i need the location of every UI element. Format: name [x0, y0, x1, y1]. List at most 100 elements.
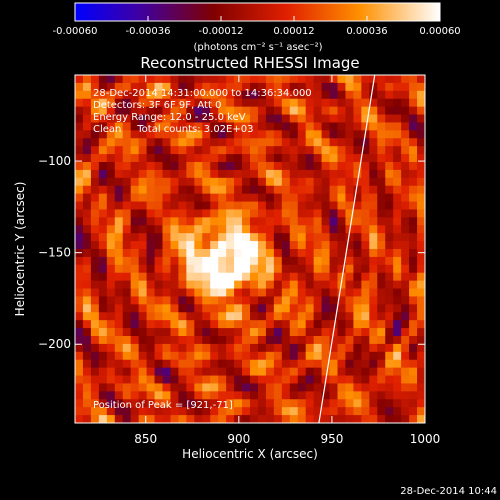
heatmap-cell	[122, 114, 132, 124]
heatmap-cell	[162, 217, 172, 226]
heatmap-cell	[178, 320, 187, 329]
heatmap-cell	[321, 328, 331, 337]
heatmap-cell	[170, 359, 179, 369]
heatmap-cell	[242, 328, 251, 337]
heatmap-cell	[210, 288, 219, 298]
heatmap-cell	[305, 312, 315, 321]
heatmap-cell	[202, 75, 211, 84]
heatmap-cell	[361, 288, 370, 298]
heatmap-cell	[401, 82, 410, 92]
heatmap-cell	[409, 415, 418, 423]
heatmap-cell	[329, 75, 339, 84]
heatmap-cell	[337, 288, 347, 298]
heatmap-cell	[393, 407, 402, 416]
heatmap-cell	[82, 177, 92, 187]
heatmap-cell	[369, 233, 378, 242]
heatmap-cell	[265, 336, 275, 345]
heatmap-cell	[377, 328, 386, 337]
heatmap-cell	[210, 177, 219, 187]
heatmap-cell	[90, 233, 100, 242]
heatmap-cell	[257, 217, 267, 226]
heatmap-cell	[361, 264, 370, 274]
heatmap-cell	[130, 114, 140, 124]
heatmap-cell	[186, 312, 195, 321]
heatmap-cell	[234, 90, 243, 100]
heatmap-cell	[409, 256, 418, 266]
heatmap-cell	[377, 264, 386, 274]
heatmap-cell	[401, 264, 410, 274]
heatmap-cell	[257, 106, 267, 116]
heatmap-cell	[417, 217, 425, 226]
heatmap-cell	[401, 201, 410, 211]
heatmap-cell	[401, 296, 410, 305]
heatmap-cell	[345, 312, 354, 321]
heatmap-cell	[297, 249, 307, 258]
heatmap-cell	[337, 185, 347, 195]
heatmap-cell	[106, 75, 116, 84]
heatmap-cell	[250, 249, 259, 258]
heatmap-cell	[409, 82, 418, 92]
heatmap-cell	[377, 280, 386, 290]
heatmap-cell	[202, 209, 211, 218]
heatmap-cell	[202, 328, 211, 337]
heatmap-cell	[154, 217, 164, 226]
heatmap-cell	[162, 225, 172, 234]
plot-frame	[74, 74, 426, 424]
heatmap-cell	[281, 75, 291, 84]
heatmap-cell	[417, 399, 425, 408]
heatmap-cell	[186, 351, 195, 361]
heatmap-cell	[329, 162, 339, 171]
heatmap-cell	[377, 201, 386, 211]
heatmap-cell	[353, 359, 362, 369]
heatmap-cell	[281, 201, 291, 211]
heatmap-cell	[313, 359, 323, 369]
heatmap-cell	[75, 272, 84, 282]
heatmap-cell	[122, 154, 132, 163]
heatmap-cell	[194, 169, 203, 179]
heatmap-cell	[218, 225, 227, 234]
heatmap-cell	[353, 225, 362, 234]
heatmap-cell	[337, 264, 347, 274]
heatmap-cell	[186, 122, 195, 131]
heatmap-cell	[369, 82, 378, 92]
heatmap-cell	[106, 256, 116, 266]
heatmap-cell	[281, 375, 291, 385]
heatmap-cell	[106, 264, 116, 274]
heatmap-cell	[242, 114, 251, 124]
heatmap-cell	[305, 367, 315, 377]
heatmap-cell	[281, 177, 291, 187]
heatmap-cell	[377, 241, 386, 250]
heatmap-cell	[313, 351, 323, 361]
heatmap-cell	[250, 280, 259, 290]
heatmap-cell	[90, 177, 100, 187]
heatmap-cell	[265, 177, 275, 187]
heatmap-cell	[305, 359, 315, 369]
heatmap-cell	[242, 288, 251, 298]
heatmap-cell	[90, 169, 100, 179]
colorbar-tick-label: 0.00012	[273, 26, 314, 37]
heatmap-cell	[273, 82, 283, 92]
solar-limb-line	[318, 75, 376, 423]
heatmap-cell	[385, 280, 394, 290]
heatmap-cell	[106, 233, 116, 242]
heatmap-cell	[146, 162, 156, 171]
heatmap-cell	[154, 225, 164, 234]
heatmap-cell	[385, 296, 394, 305]
heatmap-cell	[369, 296, 378, 305]
heatmap-cell	[321, 320, 331, 329]
heatmap-cell	[385, 154, 394, 163]
heatmap-cell	[393, 217, 402, 226]
heatmap-cell	[90, 209, 100, 218]
heatmap-cell	[273, 138, 283, 147]
heatmap-cell	[337, 114, 347, 124]
heatmap-cell	[170, 162, 179, 171]
heatmap-cell	[194, 256, 203, 266]
heatmap-cell	[234, 359, 243, 369]
heatmap-cell	[90, 201, 100, 211]
heatmap-cell	[409, 367, 418, 377]
heatmap-cell	[90, 154, 100, 163]
heatmap-cell	[265, 320, 275, 329]
heatmap-cell	[210, 336, 219, 345]
heatmap-cell	[130, 328, 140, 337]
colorbar	[74, 2, 441, 22]
